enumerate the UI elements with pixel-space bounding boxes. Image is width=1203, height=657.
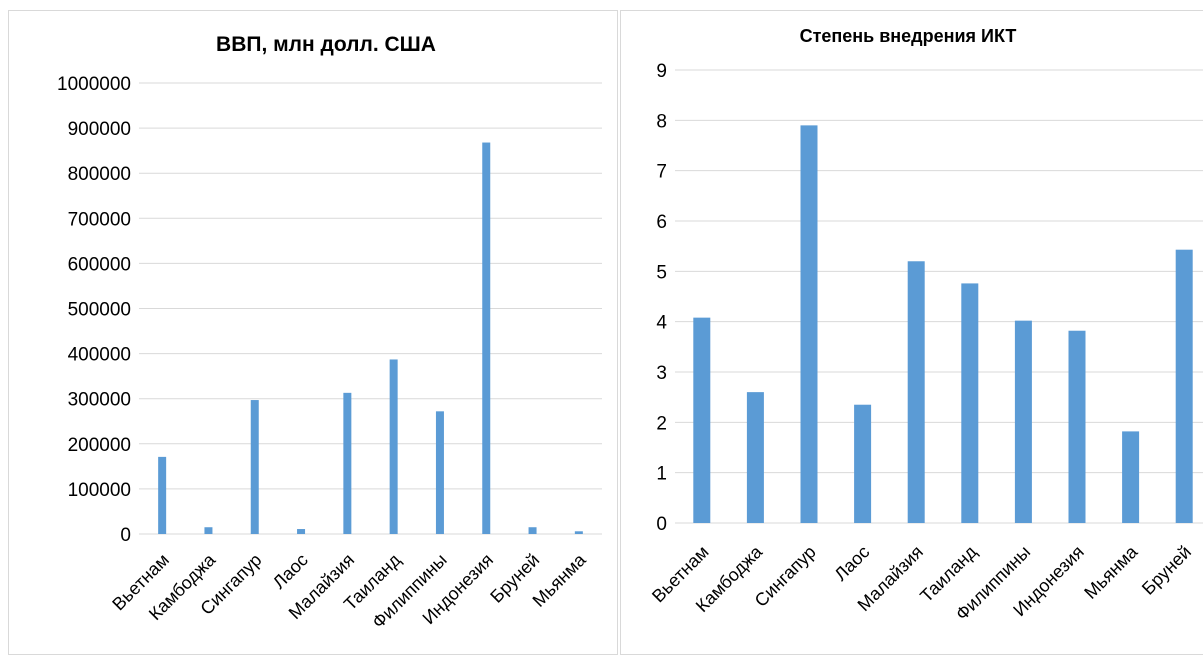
- x-category-label: Лаос: [269, 550, 312, 593]
- y-tick-label: 5: [656, 262, 667, 283]
- bar: [746, 392, 764, 523]
- x-category-label: Лаос: [830, 542, 873, 585]
- y-tick-label: 400000: [68, 345, 131, 366]
- bar: [528, 527, 537, 534]
- bar: [907, 261, 925, 523]
- bar: [693, 317, 711, 523]
- gdp-chart-svg: ВВП, млн долл. США 0 100000 200000 300000 40…: [57, 33, 602, 632]
- y-tick-label: 100000: [68, 480, 131, 501]
- ict-chart-svg: Степень внедрения ИКТ 0123456789ВьетнамК…: [648, 26, 1203, 624]
- y-tick-label: 4: [656, 313, 667, 334]
- y-tick-label: 600000: [68, 254, 131, 275]
- y-tick-label: 500000: [68, 300, 131, 321]
- y-tick-label: 9: [656, 61, 667, 82]
- y-tick-label: 1000000: [57, 74, 131, 95]
- bar: [435, 411, 444, 534]
- bar: [250, 400, 259, 534]
- y-tick-label: 8: [656, 111, 667, 132]
- bar: [800, 125, 818, 523]
- y-tick-label: 0: [656, 514, 667, 535]
- x-category-label: Бруней: [1138, 542, 1195, 599]
- bar: [343, 392, 352, 534]
- bar: [1068, 330, 1086, 523]
- bar: [297, 529, 306, 534]
- y-tick-label: 300000: [68, 390, 131, 411]
- y-tick-label: 900000: [68, 119, 131, 140]
- bar: [158, 456, 167, 534]
- bar: [204, 527, 213, 534]
- bar: [1014, 320, 1032, 523]
- bar: [574, 531, 583, 534]
- bar: [1122, 431, 1140, 523]
- y-tick-label: 3: [656, 363, 667, 384]
- y-tick-label: 2: [656, 413, 667, 434]
- bar: [961, 283, 979, 523]
- chart-title: ВВП, млн долл. США: [216, 33, 436, 56]
- bar: [1175, 249, 1193, 523]
- chart-gdp: ВВП, млн долл. США 0 100000 200000 300000 40…: [8, 10, 618, 655]
- bar: [389, 359, 398, 534]
- y-tick-label: 0: [120, 525, 131, 546]
- y-tick-label: 1: [656, 464, 667, 485]
- x-category-label: Мьянма: [1080, 541, 1142, 603]
- bar: [482, 142, 491, 535]
- y-tick-label: 200000: [68, 435, 131, 456]
- chart-ict: Степень внедрения ИКТ 0 1 2 3 4 5 6 7 8 9 Вьетнам К…: [620, 10, 1203, 655]
- y-tick-label: 800000: [68, 164, 131, 185]
- bar: [854, 404, 872, 523]
- y-tick-label: 700000: [68, 209, 131, 230]
- chart-title: Степень внедрения ИКТ: [800, 26, 1017, 46]
- y-tick-label: 7: [656, 162, 667, 183]
- y-tick-label: 6: [656, 212, 667, 233]
